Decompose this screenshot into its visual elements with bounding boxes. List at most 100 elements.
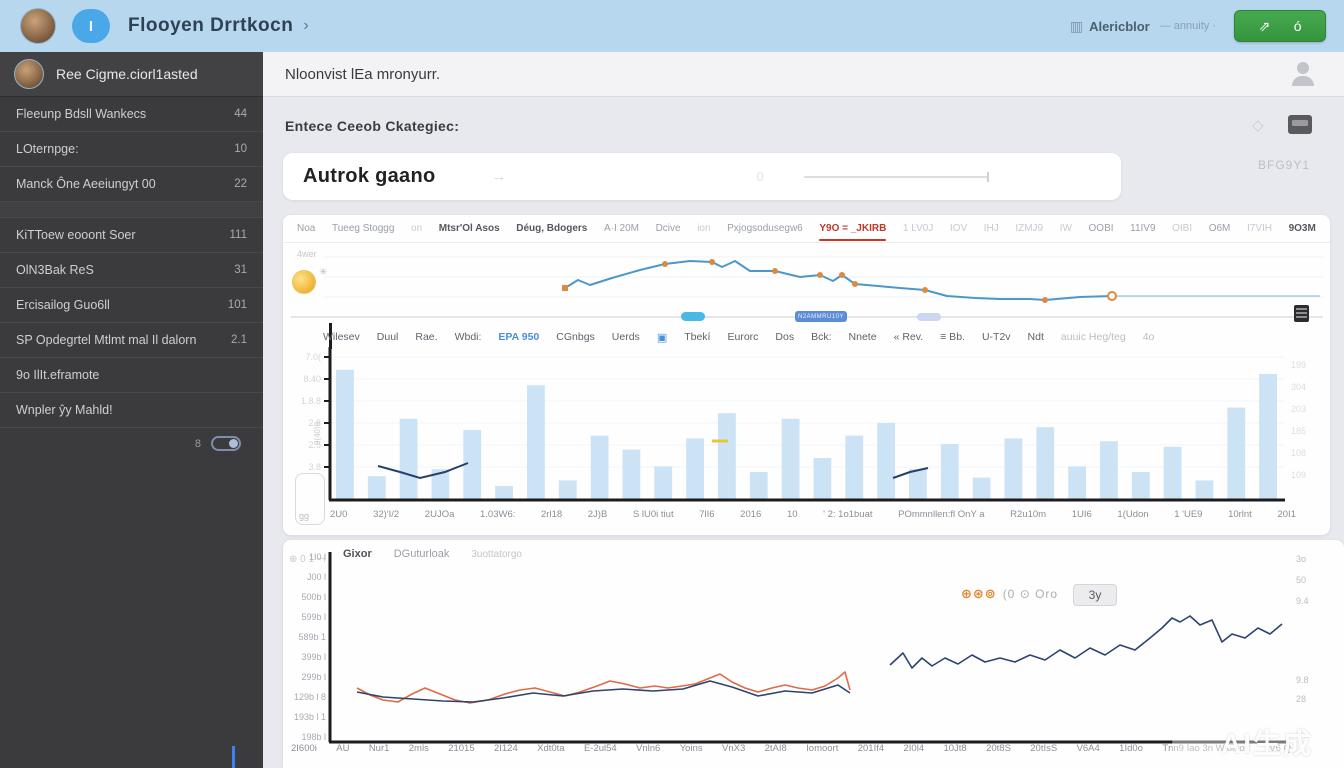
legend-item-11[interactable]: Bck: — [811, 331, 832, 343]
legend-item-13[interactable]: « Rev. — [893, 331, 924, 343]
legend-series-2[interactable]: DGuturloak — [393, 548, 450, 560]
sidebar-item-4[interactable]: OlN3Bak ReS 31 — [0, 253, 263, 288]
tab-8[interactable]: Pxjogsodusegw6 — [727, 223, 803, 234]
x-label-16: 10rlnt — [1228, 509, 1252, 520]
timeseries-legend: Gixor DGuturloak 3uottatorgo — [343, 548, 522, 560]
tab-12[interactable]: IHJ — [983, 223, 999, 234]
legend-item-16[interactable]: Ndt — [1027, 331, 1044, 343]
svg-text:1.8.8: 1.8.8 — [301, 396, 321, 406]
tab-4[interactable]: Déug, Bdogers — [516, 223, 588, 234]
legend-item-4[interactable]: EPA 950 — [498, 331, 540, 343]
sidebar-item-0[interactable]: Fleeunp Bdsll Wankecs 44 — [0, 97, 263, 132]
tab-2[interactable]: on — [411, 223, 423, 234]
tab-3[interactable]: Mtsr'Ol Asos — [438, 223, 500, 234]
sidebar-item-1[interactable]: LOternpge: 10 — [0, 132, 263, 167]
legend-item-7[interactable]: ▣ — [656, 331, 668, 344]
scrubber-handle-cyan[interactable] — [681, 312, 705, 321]
range-button[interactable]: 3y — [1073, 584, 1117, 606]
tab-5[interactable]: A·I 20M — [603, 223, 639, 234]
bar-10 — [654, 466, 673, 500]
legend-item-15[interactable]: U-T2v — [981, 331, 1011, 343]
legend-item-9[interactable]: Eurorc — [727, 331, 759, 343]
svg-text:8.40: 8.40 — [303, 374, 321, 384]
svg-text:185: 185 — [1291, 426, 1306, 436]
timeseries-x-labels: 2I600i AU Nur1 2mls 21015 2I124 Xdt0ta E-2ul54 V… — [291, 743, 1291, 754]
legend-item-2[interactable]: Rae. — [415, 331, 438, 343]
share-button[interactable]: ⇗ ó — [1234, 10, 1326, 42]
sidebar-item-8[interactable]: Wnpler ŷy Mahld! — [0, 393, 263, 428]
sidebar-header[interactable]: Ree Cigme.ciorl1asted — [0, 52, 263, 97]
legend-item-18[interactable]: 4o — [1142, 331, 1155, 343]
zoom-controls[interactable]: ⊕ 0 1 ⊣ — [289, 554, 326, 565]
svg-text:J00 l: J00 l — [307, 572, 326, 582]
sidebar-list: Fleeunp Bdsll Wankecs 44 LOternpge: 10 Manck… — [0, 97, 263, 428]
tab-7[interactable]: ion — [697, 223, 711, 234]
scrubber-handle-light[interactable] — [917, 313, 941, 321]
legend-item-8[interactable]: Tbekí — [684, 331, 711, 343]
tab-16[interactable]: 11IV9 — [1130, 223, 1156, 234]
tab-6[interactable]: Dcive — [655, 223, 681, 234]
sidebar-item-3[interactable]: KiTToew eooont Soer 111 — [0, 218, 263, 253]
tab-19[interactable]: I7VIH — [1246, 223, 1272, 234]
legend-item-3[interactable]: Wbdi: — [454, 331, 482, 343]
ts-x-label-4: 21015 — [448, 743, 475, 754]
sidebar-item-count: 2.1 — [231, 334, 247, 346]
chart-tab-bar: Noa Tueeg Stoggg on Mtsr'Ol Asos Déug, Bdoge… — [283, 215, 1330, 243]
camera-icon[interactable] — [1288, 115, 1312, 134]
legend-item-0[interactable]: Wilesev — [323, 331, 360, 343]
tab-15[interactable]: OOBI — [1088, 223, 1114, 234]
scrubber-handle-blue[interactable]: N2AMMRU10Y — [795, 311, 847, 322]
user-avatar[interactable] — [20, 8, 56, 44]
legend-item-12[interactable]: Nnete — [848, 331, 877, 343]
bar-20 — [972, 477, 991, 500]
ts-x-label-11: 2tAI8 — [764, 743, 787, 754]
ts-x-label-12: Iomoort — [806, 743, 839, 754]
sidebar-scrollbar[interactable] — [232, 746, 235, 768]
tab-13[interactable]: IZMJ9 — [1015, 223, 1044, 234]
search-input[interactable]: Autrok gaano → 0 — [283, 153, 1121, 200]
bar-13 — [749, 472, 768, 500]
tab-9[interactable]: Y9O = _JKIRB — [819, 223, 887, 241]
app-logo-icon[interactable]: I — [72, 9, 110, 43]
bar-2 — [399, 418, 418, 500]
sidebar-item-7[interactable]: 9o IlIt.eframote — [0, 358, 263, 393]
legend-item-14[interactable]: ≡ Bb. — [940, 331, 965, 343]
sidebar-item-label: Wnpler ŷy Mahld! — [16, 403, 113, 417]
person-icon[interactable] — [1290, 62, 1316, 88]
tab-0[interactable]: Noa — [297, 223, 316, 234]
tab-1[interactable]: Tueeg Stoggg — [331, 223, 395, 234]
legend-item-1[interactable]: Duul — [376, 331, 399, 343]
sidebar-item-5[interactable]: Ercisailog Guo6ll 101 — [0, 288, 263, 323]
range-slider[interactable] — [803, 171, 989, 182]
svg-text:203: 203 — [1291, 404, 1306, 414]
bar-21 — [1004, 438, 1023, 500]
sidebar-title: Ree Cigme.ciorl1asted — [56, 66, 198, 82]
account-sub-label[interactable]: — annuity · — [1159, 20, 1216, 32]
bar-22 — [1036, 427, 1055, 500]
bar-16 — [845, 435, 864, 500]
sidebar-item-2[interactable]: Manck Ône Aeeiungyt 00 22 — [0, 167, 263, 202]
legend-item-6[interactable]: Uerds — [611, 331, 640, 343]
bar-1 — [367, 476, 386, 500]
ts-x-label-19: 1Id0o — [1119, 743, 1143, 754]
compass-icon[interactable]: ◇ — [1252, 117, 1264, 134]
legend-series-1[interactable]: Gixor — [343, 548, 372, 560]
tab-18[interactable]: O6M — [1208, 223, 1231, 234]
tab-11[interactable]: IOV — [949, 223, 968, 234]
tab-10[interactable]: 1 LV0J — [902, 223, 934, 234]
legend-item-17[interactable]: auuic Heg/teg — [1060, 331, 1126, 343]
qr-code-icon[interactable] — [1294, 305, 1309, 322]
x-label-6: S lU0i tiut — [632, 509, 674, 520]
legend-series-3[interactable]: 3uottatorgo — [471, 548, 522, 560]
sidebar-toggle[interactable] — [211, 436, 241, 451]
tab-17[interactable]: OIBI — [1172, 223, 1193, 234]
sidebar-avatar[interactable] — [14, 59, 44, 89]
legend-item-5[interactable]: CGnbgs — [556, 331, 595, 343]
tab-20[interactable]: 9O3M — [1288, 223, 1316, 234]
legend-item-10[interactable]: Dos — [775, 331, 795, 343]
svg-text:199: 199 — [1291, 360, 1306, 370]
tab-14[interactable]: IW — [1059, 223, 1072, 234]
chevron-right-icon[interactable]: › — [303, 17, 309, 34]
sidebar-item-6[interactable]: SP Opdegrtel Mtlmt mal Il dalorn 2.1 — [0, 323, 263, 358]
svg-text:9.4: 9.4 — [1296, 596, 1309, 606]
